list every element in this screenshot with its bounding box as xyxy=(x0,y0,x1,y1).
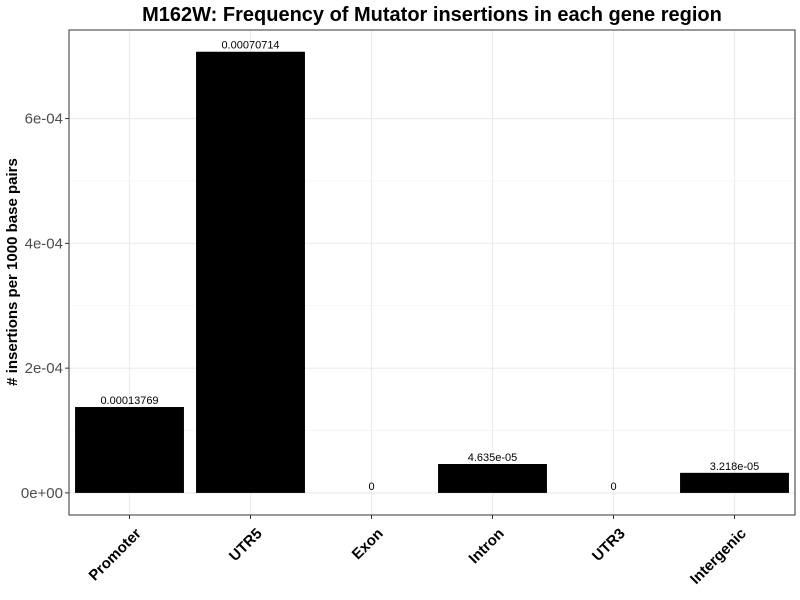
x-tick-label: UTR5 xyxy=(226,525,266,565)
x-tick-label: Intergenic xyxy=(687,525,750,588)
bar-intergenic xyxy=(680,472,789,493)
data-label: 4.635e-05 xyxy=(468,452,518,464)
bars xyxy=(75,51,789,493)
plot-panel xyxy=(69,30,795,515)
bar-promoter xyxy=(75,407,184,493)
y-tick-label: 4e-04 xyxy=(25,235,63,252)
y-axis: 0e+00 2e-04 4e-04 6e-04 xyxy=(21,111,69,502)
y-tick-label: 6e-04 xyxy=(25,111,63,128)
data-label: 0.00070714 xyxy=(221,40,279,52)
data-labels: 0.00013769 0.00070714 0 4.635e-05 0 3.218e-05 xyxy=(100,40,759,493)
plot-panel-border xyxy=(68,29,796,516)
x-axis: Promoter UTR5 Exon Intron UTR3 Intergenic xyxy=(86,515,750,588)
y-tick-label: 0e+00 xyxy=(21,485,63,502)
x-tick-label: Exon xyxy=(349,525,387,563)
bar-intron xyxy=(438,463,547,493)
bar-utr5 xyxy=(196,51,305,493)
data-label: 0 xyxy=(610,481,616,493)
chart-title: M162W: Frequency of Mutator insertions i… xyxy=(142,4,722,26)
y-tick-label: 2e-04 xyxy=(25,360,63,377)
data-label: 0 xyxy=(368,481,374,493)
x-tick-label: Intron xyxy=(466,525,508,567)
x-tick-label: UTR3 xyxy=(589,525,629,565)
x-tick-label: Promoter xyxy=(86,525,145,584)
data-label: 3.218e-05 xyxy=(710,461,760,473)
data-label: 0.00013769 xyxy=(100,395,158,407)
y-axis-label: # insertions per 1000 base pairs xyxy=(4,158,21,386)
